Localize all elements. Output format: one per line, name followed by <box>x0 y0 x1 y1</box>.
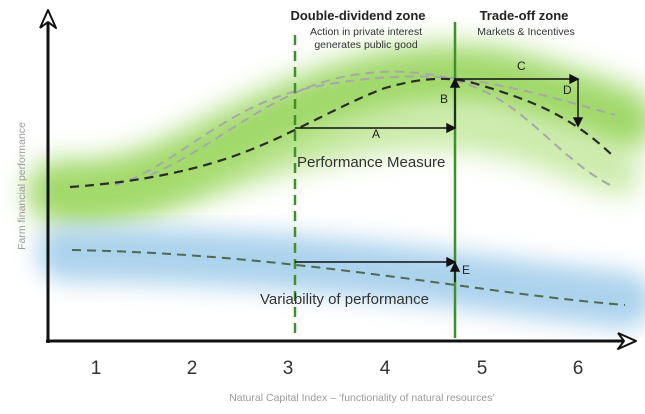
x-tick-3: 3 <box>283 358 294 379</box>
x-axis-arrowhead <box>617 332 637 350</box>
x-tick-1: 1 <box>91 358 102 379</box>
x-axis-label: Natural Capital Index – ‘functionality o… <box>229 392 495 404</box>
double-dividend-subtitle-1: Action in private interest <box>310 26 422 38</box>
marker-a: A <box>372 127 380 141</box>
variability-label: Variability of performance <box>260 291 429 308</box>
light-curve-1 <box>114 75 616 186</box>
light-curve-2 <box>149 70 613 187</box>
x-tick-4: 4 <box>380 358 391 379</box>
performance-band-lower <box>50 109 640 215</box>
variability-curve <box>71 249 626 306</box>
performance-curve <box>69 77 613 189</box>
marker-d: D <box>563 83 572 97</box>
arrow-e-horizontal-head <box>446 256 457 268</box>
arrow-b-head <box>449 77 461 88</box>
trade-off-title: Trade-off zone <box>480 8 569 23</box>
performance-measure-label: Performance Measure <box>297 154 445 171</box>
marker-c: C <box>517 59 526 73</box>
arrow-a-head <box>446 122 457 134</box>
arrow-d-head <box>572 117 584 128</box>
double-dividend-title: Double-dividend zone <box>290 8 425 23</box>
y-axis-label: Farm financial performance <box>16 122 28 250</box>
arrow-e-head <box>449 261 461 272</box>
trade-off-subtitle: Markets & Incentives <box>477 26 574 38</box>
y-axis-arrowhead <box>39 9 57 29</box>
x-tick-5: 5 <box>477 358 488 379</box>
x-tick-2: 2 <box>187 358 198 379</box>
x-tick-6: 6 <box>573 358 584 379</box>
double-dividend-subtitle-2: generates public good <box>314 39 417 51</box>
arrow-c-head <box>569 73 580 85</box>
variability-band <box>37 225 645 328</box>
marker-e: E <box>462 263 470 277</box>
marker-b: B <box>440 92 448 106</box>
